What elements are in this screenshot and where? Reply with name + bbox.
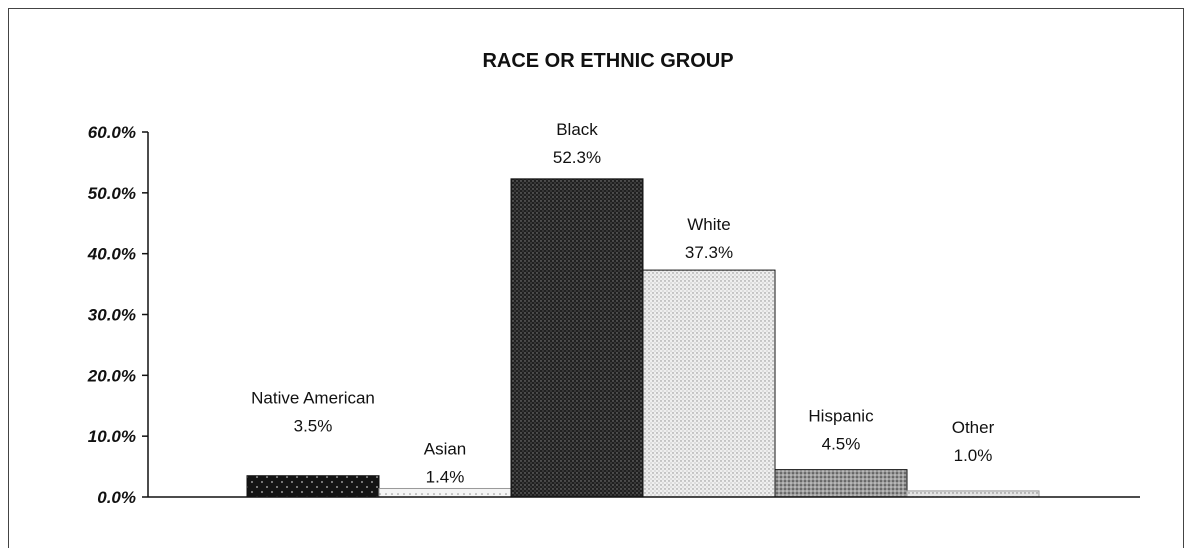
y-tick-label: 20.0% — [87, 366, 136, 385]
bars — [246, 178, 1040, 498]
bar-other — [906, 490, 1040, 498]
bar-white — [642, 269, 776, 498]
y-tick-label: 50.0% — [88, 184, 136, 203]
data-labels: Native American 3.5% Asian 1.4% Black 52.3% Wh… — [251, 120, 994, 487]
y-tick-labels: 0.0% 10.0% 20.0% 30.0% 40.0% 50.0% 60.0% — [87, 123, 136, 507]
category-label: Native American — [251, 389, 375, 408]
category-label: Asian — [424, 439, 467, 458]
category-label: Other — [952, 418, 995, 437]
category-label: Black — [556, 120, 598, 139]
bar-black — [510, 178, 644, 498]
value-label: 52.3% — [553, 148, 601, 167]
bar-native-american — [246, 475, 380, 498]
y-tick-label: 10.0% — [88, 427, 136, 446]
bar-asian — [378, 487, 512, 498]
value-label: 1.0% — [954, 446, 993, 465]
value-label: 37.3% — [685, 243, 733, 262]
value-label: 3.5% — [294, 417, 333, 436]
value-label: 4.5% — [822, 435, 861, 454]
y-axis — [142, 131, 149, 498]
chart-frame — [8, 8, 1184, 548]
y-tick-label: 30.0% — [88, 306, 136, 325]
y-tick-label: 0.0% — [97, 488, 136, 507]
y-tick-label: 40.0% — [87, 245, 136, 264]
y-tick-label: 60.0% — [88, 123, 136, 142]
value-label: 1.4% — [426, 467, 465, 486]
bar-hispanic — [774, 469, 908, 498]
category-label: Hispanic — [808, 407, 874, 426]
chart-title: RACE OR ETHNIC GROUP — [482, 50, 733, 72]
category-label: White — [687, 215, 730, 234]
